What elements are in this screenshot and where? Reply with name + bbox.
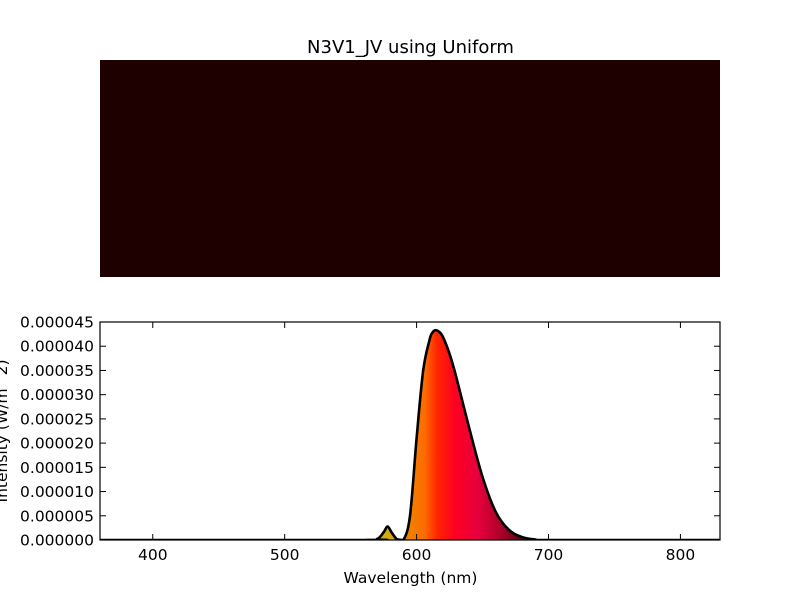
y-tick-label: 0.000010 (20, 483, 94, 501)
y-tick-label: 0.000015 (20, 459, 94, 477)
x-tick-label: 500 (270, 546, 300, 564)
x-axis-label: Wavelength (nm) (344, 569, 478, 587)
y-axis-label: Intensity (W/m^2) (0, 360, 11, 503)
y-tick-label: 0.000030 (20, 386, 94, 404)
y-tick-label: 0.000025 (20, 410, 94, 428)
spectrum-plot: 400 500 600 700 800 0.000000 0.000005 0.000010… (0, 314, 721, 587)
spectrum-line (100, 328, 720, 540)
y-tick-label: 0.000005 (20, 507, 94, 525)
top-panel-title: N3V1_JV using Uniform (307, 37, 514, 58)
y-tick-label: 0.000045 (20, 314, 94, 332)
x-tick-label: 800 (666, 546, 696, 564)
y-tick-label: 0.000020 (20, 435, 94, 453)
color-swatch (100, 60, 720, 277)
y-axis: 0.000000 0.000005 0.000010 0.000015 0.000020… (20, 314, 720, 550)
x-tick-label: 400 (138, 546, 168, 564)
x-axis: 400 500 600 700 800 (138, 322, 695, 564)
x-tick-label: 700 (534, 546, 564, 564)
y-tick-label: 0.000040 (20, 338, 94, 356)
y-tick-label: 0.000000 (20, 532, 94, 550)
x-tick-label: 600 (402, 546, 432, 564)
axes-frame (99, 321, 721, 541)
y-tick-label: 0.000035 (20, 362, 94, 380)
